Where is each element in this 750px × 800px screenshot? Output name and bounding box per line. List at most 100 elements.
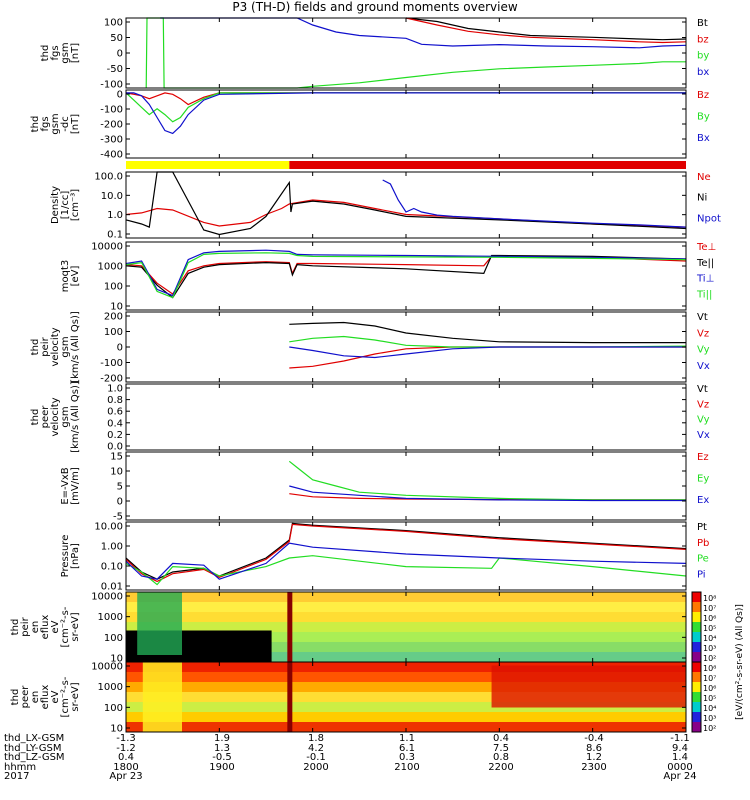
- y-tick-label: 1000: [98, 262, 123, 273]
- legend-by: By: [697, 111, 710, 122]
- series-line-bz: [405, 17, 687, 44]
- series-line-vy: [289, 335, 687, 348]
- eph-value: 1.2: [586, 752, 602, 763]
- eph-value: 2200: [488, 761, 514, 773]
- legend-bx: bx: [697, 67, 709, 78]
- y-tick-label: 1000: [98, 612, 123, 623]
- colorbar-tick-label: 10⁸: [703, 664, 716, 673]
- y-axis-label: [cm⁻³]: [70, 189, 81, 221]
- y-axis-label: eflux: [40, 685, 51, 710]
- eph-value: 8.6: [586, 742, 602, 754]
- series-line-bx: [160, 17, 687, 49]
- eph-value: 1.9: [214, 733, 230, 744]
- series-line-npot: [382, 179, 687, 228]
- colorbar-tick-label: 10⁵: [703, 694, 716, 703]
- legend-vt: Vt: [697, 312, 708, 323]
- colorbar-segment: [692, 672, 701, 683]
- spectrogram-band: [126, 592, 686, 603]
- spectrogram-band: [126, 602, 686, 613]
- y-tick-label: 1.0: [107, 384, 123, 395]
- colorbar-tick-label: 10⁸: [703, 594, 716, 603]
- series-line-ni: [125, 171, 687, 236]
- y-tick-label: 10000: [91, 662, 123, 673]
- legend-ni: Ni: [697, 193, 707, 204]
- eph-value: 4.2: [308, 742, 324, 754]
- spectrogram-band: [126, 632, 686, 643]
- y-tick-label: 0: [117, 497, 123, 508]
- y-axis-label: peer: [20, 685, 31, 709]
- colorbar-tick-label: 10⁵: [703, 624, 716, 633]
- y-axis-label: thd: [40, 45, 51, 62]
- series-line-te: [125, 254, 687, 299]
- eph-label-ly: thd_LY-GSM: [4, 742, 62, 754]
- y-tick-label: -100: [100, 80, 123, 91]
- y-tick-label: -50: [107, 64, 123, 75]
- colorbar-tick-label: 10⁴: [703, 704, 716, 713]
- eph-value: Apr 24: [663, 771, 697, 782]
- legend-vz: Vz: [697, 328, 709, 339]
- eph-value: 2100: [394, 761, 420, 773]
- series-line-ex: [289, 485, 686, 502]
- y-tick-label: 1.0: [107, 210, 123, 221]
- colorbar-tick-label: 10³: [703, 714, 716, 723]
- y-axis-label: sr-eV]: [70, 682, 81, 711]
- legend-vy: Vy: [697, 415, 710, 426]
- colorbar-frame: [691, 661, 702, 733]
- y-axis-label: velocity: [50, 327, 61, 366]
- y-tick-label: 10000: [91, 242, 123, 253]
- eph-value: 1.4: [672, 752, 688, 763]
- eph-value: 0.4: [118, 752, 134, 763]
- spectrogram-band: [126, 652, 686, 663]
- y-axis-label: [nT]: [70, 114, 81, 134]
- series-line-bt: [405, 17, 687, 41]
- y-tick-label: 1000: [98, 682, 123, 693]
- spectrogram-band: [126, 682, 686, 693]
- eph-value: -0.4: [584, 733, 604, 744]
- colorbar-tick-label: 10⁴: [703, 634, 716, 643]
- colorbar-segment: [692, 662, 701, 673]
- colorbar-segment: [692, 702, 701, 713]
- y-tick-label: 10.00: [94, 522, 123, 533]
- colorbar-segment: [692, 632, 701, 643]
- y-axis-label: fgs: [40, 116, 51, 131]
- y-axis-label: [cm⁻²-s-: [60, 606, 71, 647]
- y-tick-label: 0: [117, 343, 123, 354]
- y-axis-label: en: [30, 691, 41, 704]
- y-tick-label: 0.0: [107, 442, 123, 453]
- y-tick-label: 0.4: [107, 418, 123, 429]
- series-line-ey: [288, 460, 686, 501]
- y-axis-label: E=-VxB: [60, 467, 71, 504]
- eph-value: Apr 23: [109, 771, 143, 782]
- series-line-vz: [289, 346, 686, 369]
- eph-value: -1.3: [116, 733, 136, 744]
- colorbar-segment: [692, 692, 701, 703]
- eph-value: -1.1: [670, 733, 690, 744]
- y-axis-label: [km/s (All Qs)]: [70, 311, 81, 383]
- eph-label-lz: thd_LZ-GSM: [4, 752, 65, 763]
- legend-bx: Bx: [697, 133, 710, 144]
- ephemeris-labels: thd_LX-GSM thd_LY-GSM thd_LZ-GSM hhmm 20…: [4, 734, 65, 782]
- series-line-ne: [125, 199, 687, 228]
- colorbar-segment: [692, 642, 701, 653]
- y-tick-label: -200: [100, 374, 123, 385]
- y-axis-label: eV: [50, 620, 61, 633]
- eph-value: 2300: [581, 761, 607, 773]
- y-tick-label: 0: [117, 90, 123, 101]
- y-axis-label: peir: [40, 336, 51, 356]
- series-line-bz: [125, 92, 686, 106]
- spectrogram-band: [126, 712, 686, 723]
- y-tick-label: 100: [104, 18, 123, 29]
- spectrogram-gap: [287, 662, 293, 732]
- colorbar-segment: [692, 612, 701, 623]
- y-tick-label: -100: [100, 105, 123, 116]
- eph-col-2200: 0.4 7.5 0.8 2200: [481, 734, 521, 772]
- y-axis-label: thd: [10, 689, 21, 706]
- y-axis-label: en: [30, 621, 41, 634]
- y-axis-label: thd: [30, 116, 41, 133]
- y-tick-label: 0.8: [107, 395, 123, 406]
- legend-te: Te||: [696, 258, 714, 269]
- colorbar-tick-label: 10⁷: [703, 674, 716, 683]
- spectrogram-band: [126, 662, 686, 673]
- y-tick-label: 10.0: [101, 191, 123, 202]
- eph-col-0000: -1.1 9.4 1.4 0000 Apr 24: [660, 734, 700, 782]
